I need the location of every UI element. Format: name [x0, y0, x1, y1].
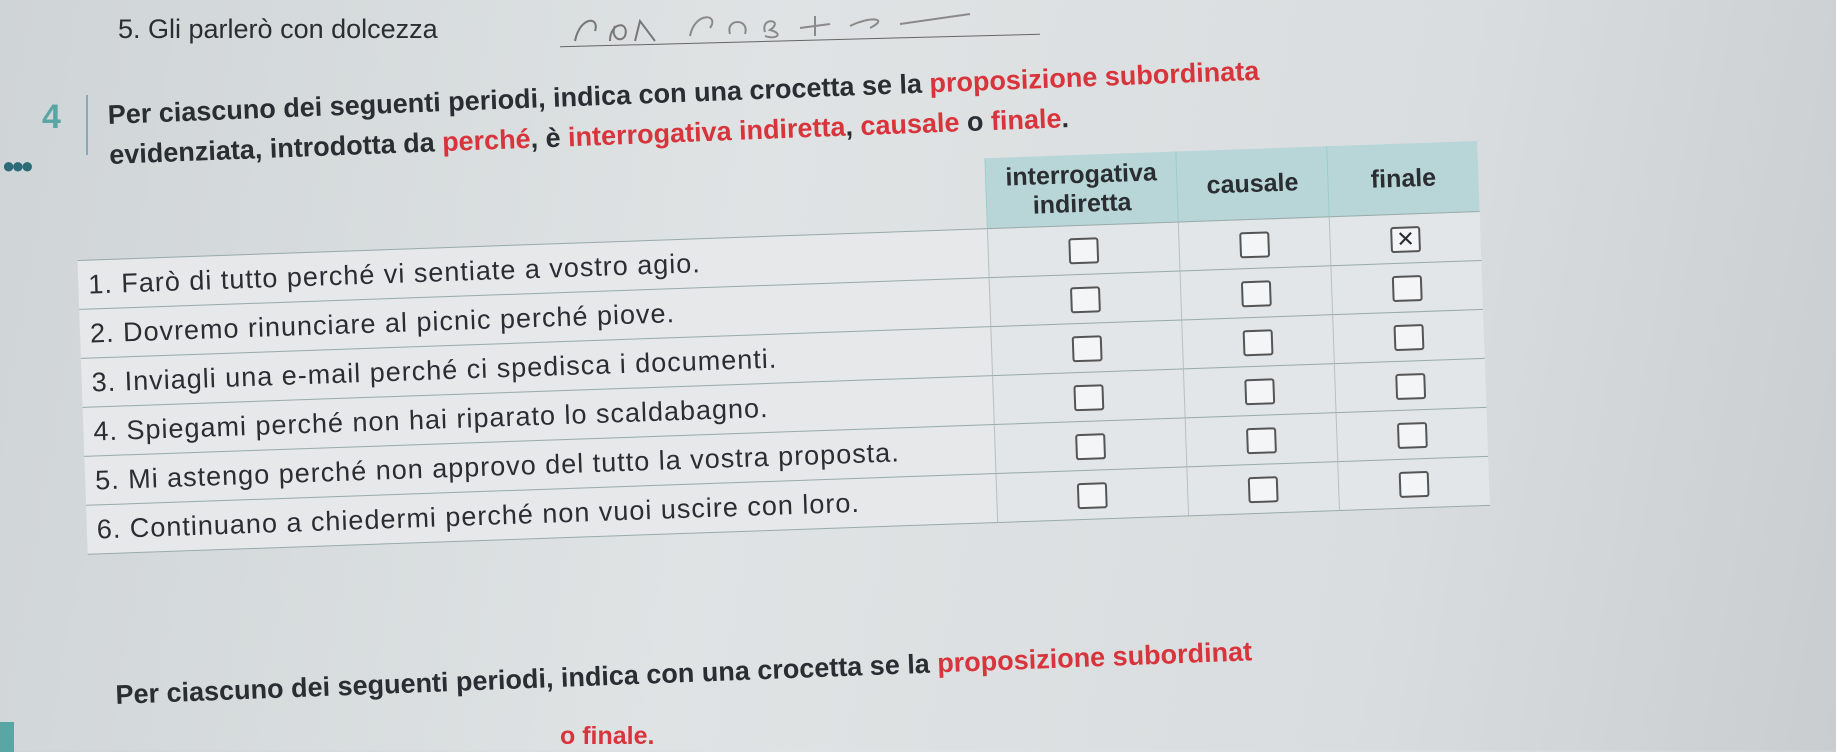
- checkbox[interactable]: [1244, 378, 1276, 406]
- option-cell: [1181, 314, 1335, 369]
- option-cell: [1337, 456, 1490, 511]
- checkbox[interactable]: [1242, 329, 1274, 357]
- checkbox[interactable]: [1071, 335, 1103, 363]
- checkbox[interactable]: [1393, 324, 1425, 352]
- checkbox[interactable]: [1076, 482, 1108, 510]
- checkbox[interactable]: [1239, 231, 1271, 259]
- option-cell: [1336, 407, 1489, 462]
- header-causale: causale: [1175, 146, 1330, 223]
- option-cell: [1185, 412, 1338, 467]
- checkbox[interactable]: [1247, 476, 1279, 504]
- checkbox-checked[interactable]: ✕: [1390, 226, 1421, 254]
- header-finale: finale: [1326, 141, 1480, 217]
- option-cell: [992, 368, 1186, 425]
- checkbox[interactable]: [1396, 422, 1428, 450]
- option-cell: [1332, 309, 1485, 364]
- option-cell: [987, 222, 1180, 278]
- option-cell: [1334, 358, 1487, 413]
- option-cell: [1330, 260, 1484, 315]
- next-exercise-instruction: Per ciascuno dei seguenti periodi, indic…: [115, 636, 1253, 710]
- checkbox[interactable]: [1391, 275, 1423, 303]
- option-cell: [1186, 461, 1340, 516]
- checkbox[interactable]: [1075, 433, 1107, 461]
- option-cell: ✕: [1329, 211, 1482, 266]
- option-cell: [990, 319, 1184, 376]
- handwritten-answer: [574, 13, 971, 42]
- option-cell: [995, 466, 1189, 523]
- next-exercise-line2: o finale.: [560, 722, 655, 750]
- checkbox[interactable]: [1070, 286, 1101, 314]
- checkbox[interactable]: [1395, 373, 1427, 401]
- option-cell: [1179, 265, 1333, 320]
- checkbox[interactable]: [1246, 427, 1277, 455]
- exercise-5-number: [0, 722, 14, 752]
- difficulty-dots-icon: ●●●: [2, 153, 34, 178]
- option-cell: [1178, 216, 1331, 271]
- option-cell: [994, 417, 1187, 474]
- checkbox[interactable]: [1398, 471, 1430, 499]
- divider: [86, 95, 88, 155]
- option-cell: [989, 270, 1182, 327]
- option-cell: [1183, 363, 1337, 418]
- checkbox[interactable]: [1240, 280, 1272, 308]
- header-interrogativa: interrogativa indiretta: [984, 151, 1179, 229]
- exercise-table: interrogativa indiretta causale finale 1…: [75, 141, 1490, 555]
- exercise-number: 4: [42, 98, 61, 136]
- checkbox[interactable]: [1073, 384, 1105, 412]
- previous-item: 5. Gli parlerò con dolcezza: [118, 14, 438, 44]
- checkbox[interactable]: [1068, 237, 1100, 265]
